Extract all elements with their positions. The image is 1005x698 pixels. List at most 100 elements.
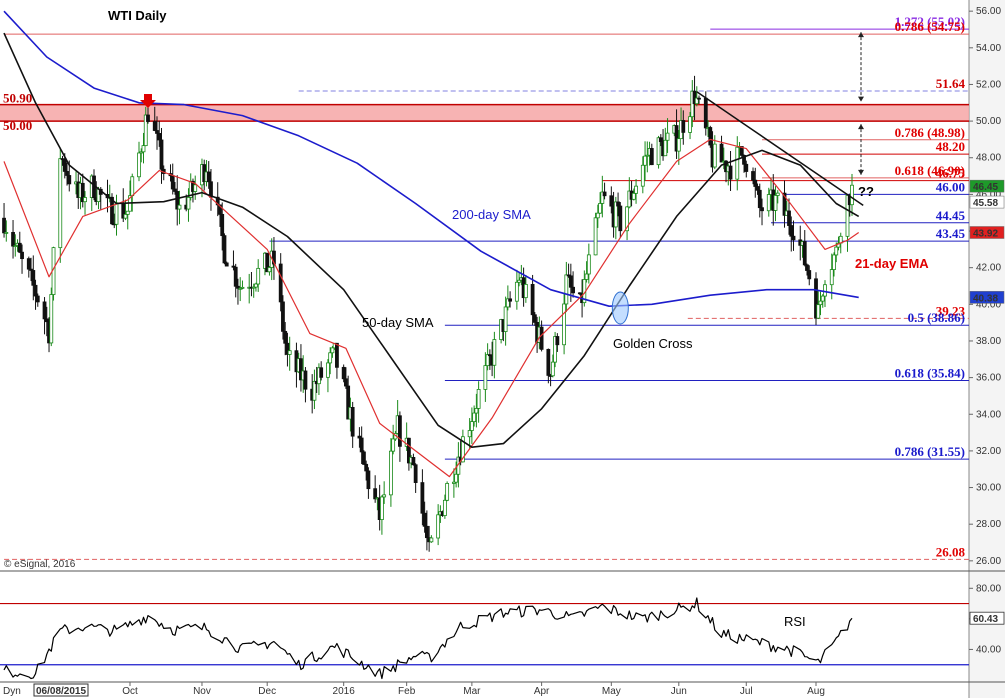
target-arrow-lower-head-down xyxy=(858,169,864,175)
sma200-line xyxy=(3,10,859,308)
candle-body xyxy=(382,494,387,498)
sma200-label: 200-day SMA xyxy=(452,207,531,222)
price-badge xyxy=(969,226,1005,239)
level-label: 46.75 xyxy=(936,166,966,181)
candle-body xyxy=(42,301,47,320)
candle-body xyxy=(850,184,854,206)
price-badge-label: 45.58 xyxy=(973,198,998,209)
candle-body xyxy=(254,283,258,288)
level-label: 43.45 xyxy=(936,226,966,241)
candle-body xyxy=(177,204,182,210)
candle-body xyxy=(829,269,834,286)
level-label: 0.5 (38.86) xyxy=(908,310,965,325)
candle-body xyxy=(31,270,36,286)
candle-body xyxy=(35,295,40,303)
candle-body xyxy=(600,191,605,204)
candle-body xyxy=(170,175,175,190)
level-label: 44.45 xyxy=(936,208,966,223)
candle-body xyxy=(751,171,755,181)
candle-body xyxy=(215,196,220,206)
candle-body xyxy=(550,361,555,377)
x-tick-label: Nov xyxy=(193,686,211,697)
y-tick-label: 26.00 xyxy=(976,556,1001,567)
candle-body xyxy=(451,481,456,484)
candle-body xyxy=(373,488,378,500)
candle-body xyxy=(146,114,150,122)
candle-body xyxy=(4,232,9,234)
candle-body xyxy=(44,318,49,323)
level-label: 0.618 (46.90) xyxy=(895,163,965,178)
candle-body xyxy=(236,285,240,289)
candle-body xyxy=(460,436,465,463)
candle-body xyxy=(326,362,330,378)
candle-body xyxy=(757,189,762,209)
candle-body xyxy=(735,146,740,180)
y-tick-label: 48.00 xyxy=(976,153,1001,164)
candle-body xyxy=(697,97,701,100)
sma50-line xyxy=(3,32,860,449)
candle-body xyxy=(744,163,749,172)
candle-body xyxy=(420,482,425,514)
golden-cross-marker xyxy=(611,291,629,325)
candle-body xyxy=(251,286,256,289)
candle-body xyxy=(49,294,54,344)
rsi-label: RSI xyxy=(784,614,806,629)
candle-body xyxy=(708,127,713,146)
level-label: 0.786 (54.75) xyxy=(895,19,965,34)
x-tick-label: Feb xyxy=(398,686,416,697)
resistance-zone xyxy=(0,104,969,122)
price-badge xyxy=(969,291,1005,304)
candle-body xyxy=(586,254,591,275)
candle-body xyxy=(530,284,535,316)
level-label: 0.786 (48.98) xyxy=(895,125,965,140)
candle-body xyxy=(807,270,812,280)
candle-body xyxy=(523,284,528,299)
candle-body xyxy=(562,303,566,346)
candle-body xyxy=(602,191,607,197)
price-badge xyxy=(969,179,1005,193)
candle-body xyxy=(823,284,827,297)
candle-body xyxy=(663,139,668,157)
candle-body xyxy=(487,354,492,357)
candle-body xyxy=(233,266,238,287)
candle-body xyxy=(125,210,130,215)
candle-body xyxy=(676,138,681,152)
y-tick-label: 30.00 xyxy=(976,483,1001,494)
candle-body xyxy=(130,176,135,197)
source-label: © eSignal, 2016 xyxy=(4,559,76,570)
x-tick-label: Mar xyxy=(463,686,481,697)
candle-body xyxy=(344,378,348,387)
y-tick-label: 36.00 xyxy=(976,373,1001,384)
candle-body xyxy=(231,265,236,268)
candle-body xyxy=(805,264,809,271)
level-label: 39.23 xyxy=(936,303,966,318)
y-tick-label: 34.00 xyxy=(976,409,1001,420)
candle-body xyxy=(658,137,663,142)
candle-body xyxy=(411,457,416,466)
candle-body xyxy=(712,143,717,168)
candle-body xyxy=(65,171,69,176)
level-label: 48.20 xyxy=(936,139,965,154)
candle-body xyxy=(564,274,569,305)
y-tick-label: 28.00 xyxy=(976,519,1001,530)
price-badge-label: 46.45 xyxy=(973,182,998,193)
resistance-label-lower: 50.00 xyxy=(3,118,32,133)
corner-label: Dyn xyxy=(3,686,21,697)
candle-body xyxy=(755,186,760,191)
candle-body xyxy=(175,191,180,210)
y-tick-label: 42.00 xyxy=(976,263,1001,274)
level-label: 46.00 xyxy=(936,179,965,194)
rsi-badge xyxy=(969,611,1005,625)
candle-body xyxy=(634,185,638,194)
candle-body xyxy=(555,336,560,346)
x-tick-label: Oct xyxy=(122,686,138,697)
candle-body xyxy=(492,339,497,366)
candle-body xyxy=(517,279,522,283)
candle-body xyxy=(429,537,434,543)
candle-body xyxy=(665,132,670,141)
candle-body xyxy=(350,407,355,437)
candle-body xyxy=(33,284,38,297)
candle-body xyxy=(508,298,513,302)
candle-body xyxy=(802,241,807,266)
